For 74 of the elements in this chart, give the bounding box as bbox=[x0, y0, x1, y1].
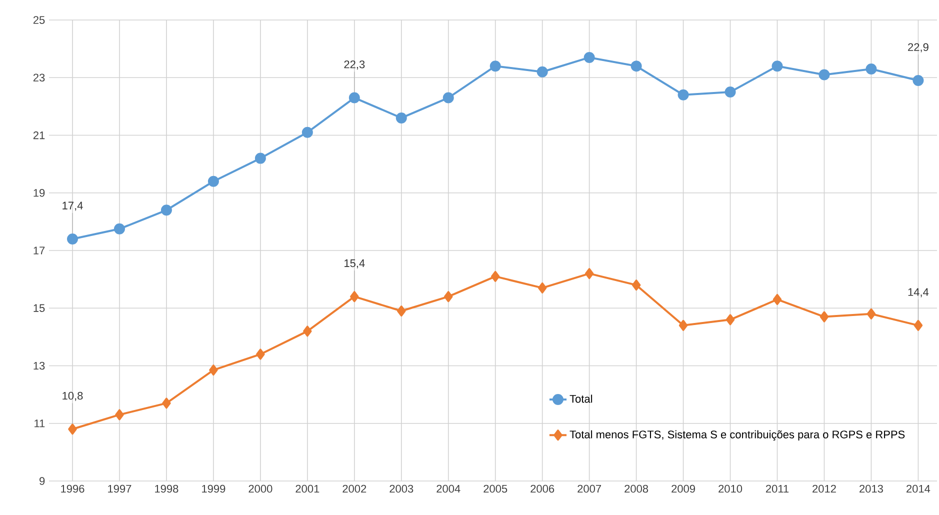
point bbox=[866, 308, 876, 320]
point bbox=[632, 280, 641, 291]
point bbox=[348, 92, 360, 104]
point bbox=[584, 52, 595, 63]
x-tick-label: 2006 bbox=[530, 484, 554, 493]
x-tick-label: 2002 bbox=[342, 484, 366, 493]
x-tick-label: 2004 bbox=[436, 484, 460, 493]
data-label: 14,4 bbox=[908, 288, 929, 298]
point bbox=[914, 320, 923, 331]
point bbox=[302, 126, 313, 138]
point bbox=[162, 398, 171, 409]
x-tick-label: 2000 bbox=[248, 484, 272, 493]
x-tick-label: 2011 bbox=[766, 484, 789, 493]
point bbox=[584, 268, 594, 280]
point bbox=[912, 75, 924, 86]
y-tick-label: 13 bbox=[34, 362, 45, 370]
x-tick-label: 2009 bbox=[672, 484, 696, 493]
x-tick-label: 1998 bbox=[155, 484, 178, 493]
point bbox=[396, 112, 407, 124]
x-tick-label: 2005 bbox=[484, 484, 508, 493]
y-tick-label: 15 bbox=[34, 304, 45, 312]
x-tick-label: 2007 bbox=[578, 484, 602, 493]
x-tick-label: 2008 bbox=[624, 484, 648, 493]
point bbox=[444, 291, 453, 302]
point bbox=[208, 176, 219, 187]
data-label: 22,9 bbox=[908, 43, 928, 52]
x-tick-label: 2003 bbox=[390, 484, 414, 493]
data-label: 17,4 bbox=[62, 202, 83, 211]
point bbox=[490, 60, 501, 72]
point bbox=[724, 86, 736, 98]
point bbox=[726, 314, 735, 326]
x-tick-label: 1996 bbox=[61, 484, 84, 493]
y-tick-label: 21 bbox=[33, 131, 45, 140]
point bbox=[490, 270, 500, 282]
y-tick-label: 25 bbox=[33, 16, 45, 24]
x-tick-label: 2012 bbox=[812, 484, 836, 493]
data-label: 15,4 bbox=[344, 259, 365, 268]
y-tick-label: 17 bbox=[34, 246, 45, 254]
point bbox=[630, 60, 642, 72]
point bbox=[772, 294, 782, 305]
point bbox=[115, 409, 124, 420]
point bbox=[303, 326, 312, 337]
legend-label: Total bbox=[570, 394, 592, 403]
x-tick-label: 2010 bbox=[718, 484, 742, 493]
point bbox=[820, 311, 829, 322]
point bbox=[68, 424, 77, 435]
point bbox=[538, 282, 547, 294]
point bbox=[209, 364, 218, 376]
point bbox=[254, 152, 266, 164]
y-tick-label: 9 bbox=[40, 477, 45, 485]
point bbox=[397, 306, 406, 317]
x-tick-label: 2013 bbox=[860, 484, 883, 493]
point bbox=[256, 348, 265, 360]
legend-label: Total menos FGTS, Sistema S e contribuições para o RGPS e RPPS bbox=[570, 430, 905, 441]
point bbox=[536, 66, 548, 78]
point bbox=[66, 233, 78, 244]
point bbox=[678, 320, 688, 331]
point bbox=[818, 69, 830, 80]
x-tick-label: 1999 bbox=[202, 484, 226, 493]
data-label: 10,8 bbox=[62, 392, 83, 401]
point bbox=[678, 89, 689, 100]
data-label: 22,3 bbox=[344, 60, 365, 70]
point bbox=[772, 60, 783, 72]
point bbox=[442, 92, 454, 104]
x-tick-label: 2014 bbox=[906, 484, 930, 493]
x-tick-label: 2001 bbox=[296, 484, 320, 493]
point bbox=[160, 204, 172, 216]
x-tick-label: 1997 bbox=[108, 484, 132, 493]
y-tick-label: 11 bbox=[34, 420, 45, 428]
point bbox=[866, 63, 877, 74]
point bbox=[114, 223, 125, 234]
point bbox=[350, 291, 359, 302]
y-tick-label: 19 bbox=[34, 188, 45, 197]
y-tick-label: 23 bbox=[33, 74, 45, 82]
